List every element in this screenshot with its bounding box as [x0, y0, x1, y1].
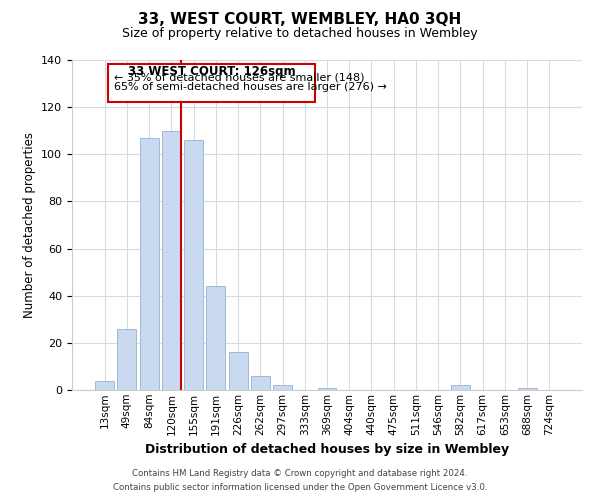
- Text: 65% of semi-detached houses are larger (276) →: 65% of semi-detached houses are larger (…: [113, 82, 386, 92]
- Text: Size of property relative to detached houses in Wembley: Size of property relative to detached ho…: [122, 28, 478, 40]
- Bar: [229, 352, 248, 390]
- Text: Contains HM Land Registry data © Crown copyright and database right 2024.: Contains HM Land Registry data © Crown c…: [132, 468, 468, 477]
- Text: ← 35% of detached houses are smaller (148): ← 35% of detached houses are smaller (14…: [113, 73, 364, 83]
- Text: 33, WEST COURT, WEMBLEY, HA0 3QH: 33, WEST COURT, WEMBLEY, HA0 3QH: [139, 12, 461, 28]
- Bar: [184, 140, 203, 390]
- Bar: [518, 388, 536, 390]
- FancyBboxPatch shape: [108, 64, 315, 102]
- Bar: [317, 388, 337, 390]
- Bar: [162, 130, 181, 390]
- Bar: [140, 138, 158, 390]
- Bar: [206, 286, 225, 390]
- Bar: [273, 386, 292, 390]
- Bar: [451, 386, 470, 390]
- X-axis label: Distribution of detached houses by size in Wembley: Distribution of detached houses by size …: [145, 443, 509, 456]
- Y-axis label: Number of detached properties: Number of detached properties: [23, 132, 35, 318]
- Bar: [251, 376, 270, 390]
- Text: 33 WEST COURT: 126sqm: 33 WEST COURT: 126sqm: [128, 64, 295, 78]
- Bar: [118, 328, 136, 390]
- Text: Contains public sector information licensed under the Open Government Licence v3: Contains public sector information licen…: [113, 484, 487, 492]
- Bar: [95, 380, 114, 390]
